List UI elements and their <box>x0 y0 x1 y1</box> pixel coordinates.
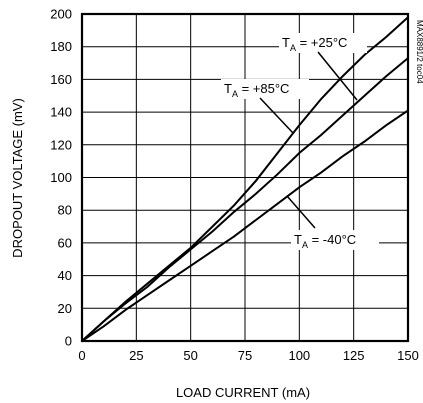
series-line-ta-40-c <box>81 109 409 342</box>
annotation-label: TA = +25°C <box>282 35 347 53</box>
x-tick-label: 50 <box>183 348 197 363</box>
y-tick-label: 160 <box>50 72 72 87</box>
x-tick-label: 75 <box>238 348 252 363</box>
x-tick-label: 150 <box>397 348 419 363</box>
y-tick-label: 100 <box>50 170 72 185</box>
annotation-1: TA = +25°C <box>279 33 367 101</box>
series-line-ta-25-c <box>81 57 409 342</box>
annotation-label: TA = +85°C <box>224 81 289 99</box>
annotation-2: TA = +85°C <box>221 79 309 134</box>
annotation-leader <box>317 51 358 101</box>
series-annotations: TA = +25°C TA = +85°C TA = -40°C <box>221 33 379 250</box>
y-tick-label: 140 <box>50 105 72 120</box>
x-tick-label: 25 <box>129 348 143 363</box>
y-tick-label: 60 <box>58 235 72 250</box>
y-tick-label: 20 <box>58 301 72 316</box>
annotation-bg <box>221 79 309 99</box>
series-line-ta-85-c <box>81 16 409 342</box>
y-tick-label: 180 <box>50 39 72 54</box>
annotation-leader <box>259 97 294 134</box>
annotation-3: TA = -40°C <box>286 195 379 250</box>
annotation-leader <box>286 195 316 229</box>
figure-code-watermark: MAX8891/2 toc04 <box>415 20 423 84</box>
axis-tick-labels: 0 25 50 75 100 125 150 0 20 40 60 80 100 120 140 160 180… <box>50 7 419 364</box>
x-axis-title: LOAD CURRENT (mA) <box>176 385 310 400</box>
annotation-label: TA = -40°C <box>294 232 356 250</box>
y-tick-label: 80 <box>58 203 72 218</box>
annotation-bg <box>291 230 379 250</box>
x-tick-label: 100 <box>288 348 310 363</box>
y-tick-label: 120 <box>50 137 72 152</box>
annotation-bg <box>279 33 367 53</box>
y-axis-title: DROPOUT VOLTAGE (mV) <box>10 98 25 258</box>
x-tick-label: 0 <box>78 348 85 363</box>
y-tick-label: 200 <box>50 7 72 22</box>
series-lines <box>81 16 409 342</box>
y-tick-label: 0 <box>65 334 72 349</box>
plot-frame <box>80 12 410 343</box>
grid <box>82 14 408 341</box>
y-tick-label: 40 <box>58 268 72 283</box>
x-tick-label: 125 <box>343 348 365 363</box>
